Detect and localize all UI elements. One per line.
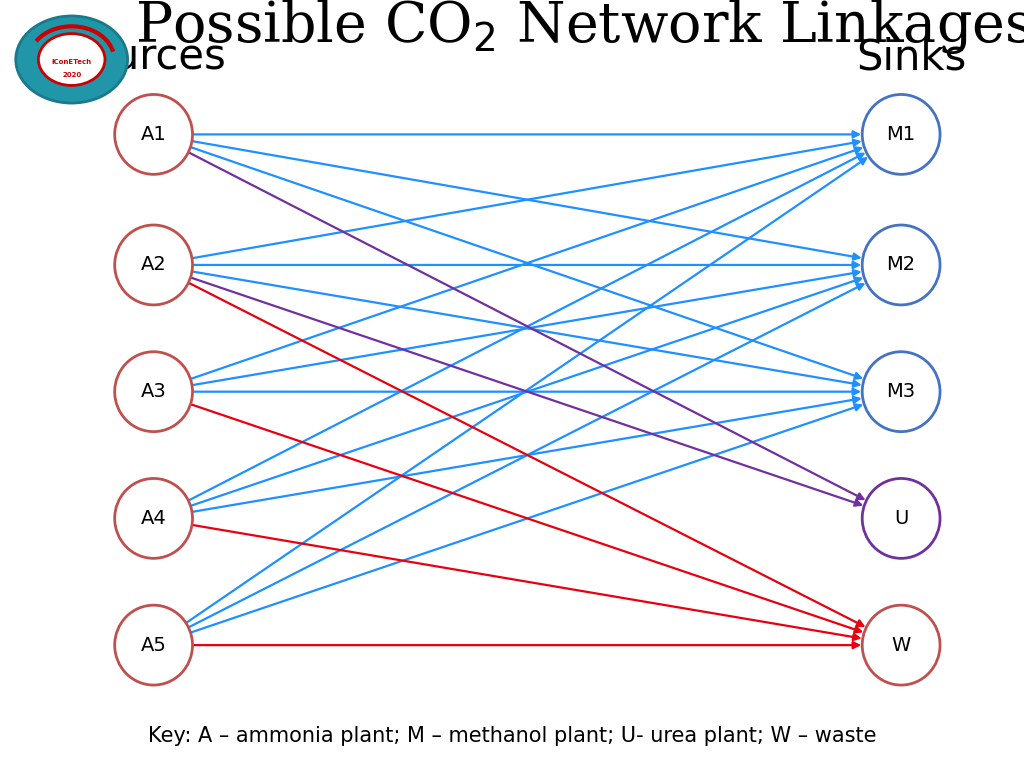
Text: Possible CO$_2$ Network Linkages: Possible CO$_2$ Network Linkages: [135, 0, 1024, 56]
Ellipse shape: [115, 478, 193, 558]
Text: M1: M1: [887, 125, 915, 144]
Ellipse shape: [115, 605, 193, 685]
Text: A3: A3: [140, 382, 167, 401]
Text: M3: M3: [887, 382, 915, 401]
Text: U: U: [894, 509, 908, 528]
Text: Sinks: Sinks: [856, 37, 967, 78]
Text: A1: A1: [140, 125, 167, 144]
Ellipse shape: [862, 352, 940, 432]
Ellipse shape: [115, 94, 193, 174]
Ellipse shape: [862, 605, 940, 685]
Text: M2: M2: [887, 256, 915, 274]
Text: A5: A5: [140, 636, 167, 654]
Ellipse shape: [862, 94, 940, 174]
Ellipse shape: [115, 225, 193, 305]
Circle shape: [39, 34, 105, 85]
Text: A4: A4: [140, 509, 167, 528]
Text: IConETech: IConETech: [51, 58, 92, 65]
Text: Key: A – ammonia plant; M – methanol plant; U- urea plant; W – waste: Key: A – ammonia plant; M – methanol pla…: [147, 726, 877, 746]
Ellipse shape: [862, 225, 940, 305]
Text: W: W: [892, 636, 910, 654]
Circle shape: [15, 16, 128, 103]
Ellipse shape: [862, 478, 940, 558]
Text: A2: A2: [140, 256, 167, 274]
Ellipse shape: [115, 352, 193, 432]
Text: Sources: Sources: [61, 37, 225, 78]
Text: 2020: 2020: [62, 72, 81, 78]
